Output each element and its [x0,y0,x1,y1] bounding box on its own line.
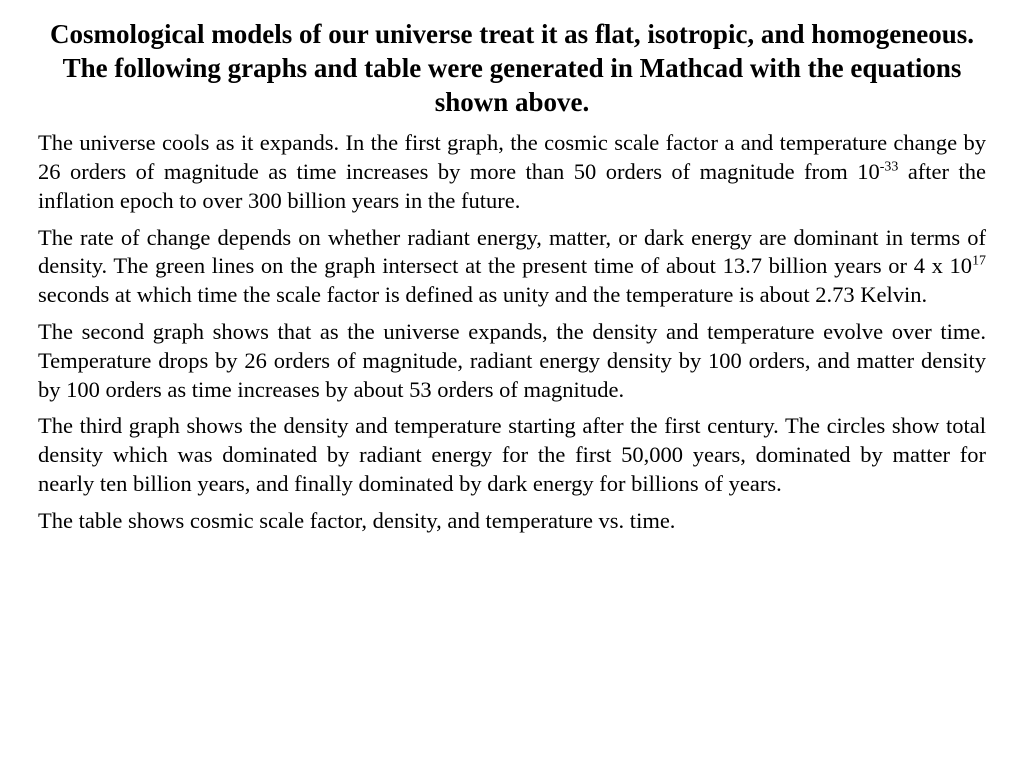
paragraph-3-text: The second graph shows that as the unive… [38,319,986,402]
document-page: Cosmological models of our universe trea… [0,0,1024,554]
paragraph-4: The third graph shows the density and te… [38,412,986,498]
paragraph-1: The universe cools as it expands. In the… [38,129,986,215]
paragraph-2-post: seconds at which time the scale factor i… [38,282,927,307]
paragraph-2: The rate of change depends on whether ra… [38,224,986,310]
paragraph-2-sup: 17 [972,254,986,269]
paragraph-4-text: The third graph shows the density and te… [38,413,986,496]
paragraph-3: The second graph shows that as the unive… [38,318,986,404]
paragraph-1-sup: -33 [880,160,899,175]
paragraph-5: The table shows cosmic scale factor, den… [38,507,986,536]
paragraph-2-pre: The rate of change depends on whether ra… [38,225,986,279]
page-heading: Cosmological models of our universe trea… [38,18,986,119]
paragraph-1-pre: The universe cools as it expands. In the… [38,130,986,184]
paragraph-5-text: The table shows cosmic scale factor, den… [38,508,675,533]
